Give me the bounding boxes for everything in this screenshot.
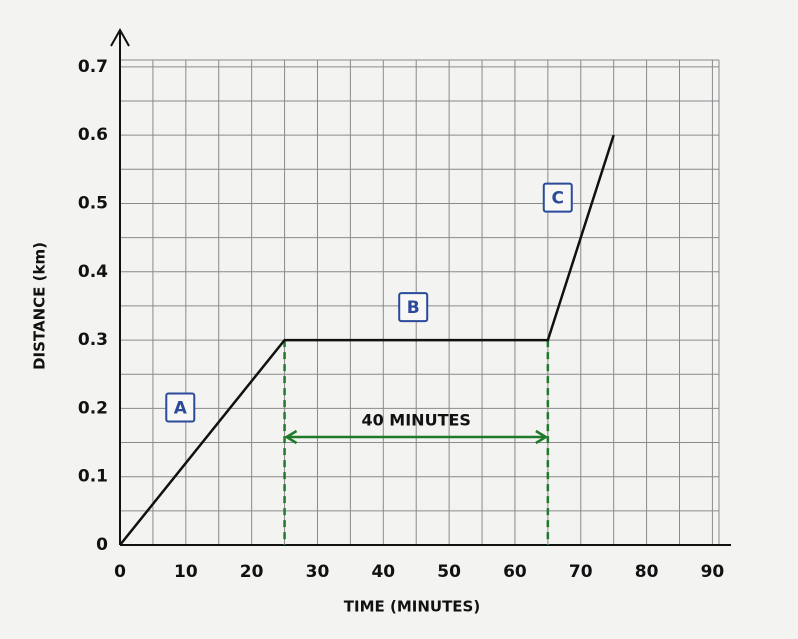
label-box (542, 182, 573, 213)
x-tick-label: 90 (701, 562, 725, 582)
y-tick-label: 0.3 (78, 330, 108, 350)
y-axis-label: DISTANCE (km) (31, 242, 49, 370)
x-tick-label: 0 (114, 562, 126, 582)
duration-label: 40 MINUTES (361, 411, 470, 430)
x-tick-label: 30 (306, 562, 330, 582)
x-axis-label: TIME (MINUTES) (344, 598, 480, 616)
label-box (398, 292, 429, 323)
segment-label: C (552, 189, 564, 209)
y-tick-label: 0.7 (78, 57, 108, 77)
arrow-head (284, 429, 298, 445)
segment-label: A (174, 399, 188, 419)
y-tick-label: 0.1 (78, 467, 108, 487)
arrow-head (535, 429, 549, 445)
y-axis-arrow (110, 27, 130, 47)
x-tick-label: 10 (174, 562, 198, 582)
x-tick-label: 40 (371, 562, 395, 582)
y-tick-label: 0.2 (78, 398, 108, 418)
x-tick-label: 20 (240, 562, 264, 582)
y-tick-label: 0.5 (78, 193, 108, 213)
y-tick-label: 0.6 (78, 125, 108, 145)
x-tick-label: 50 (437, 562, 461, 582)
y-tick-label: 0 (96, 535, 108, 555)
x-tick-label: 70 (569, 562, 593, 582)
label-box (165, 392, 196, 423)
y-tick-label: 0.4 (78, 262, 108, 282)
x-tick-label: 60 (503, 562, 527, 582)
line (119, 134, 615, 546)
x-tick-label: 80 (635, 562, 659, 582)
segment-label: B (407, 298, 420, 318)
